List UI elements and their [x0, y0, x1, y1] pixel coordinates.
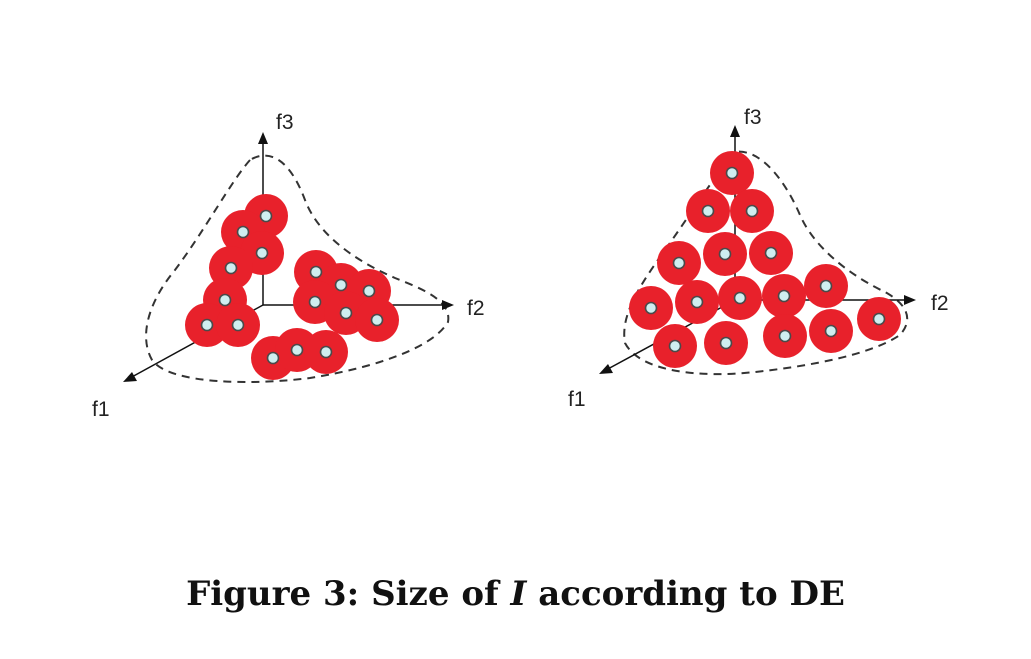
solution-center-dot [777, 289, 791, 303]
caption-prefix: Figure 3: Size of [186, 574, 511, 614]
solution-center-dot [672, 256, 686, 270]
f1-label: f1 [568, 388, 586, 411]
f1-label: f1 [92, 398, 110, 421]
solution-center-dot [319, 345, 333, 359]
solution-center-dot [290, 343, 304, 357]
f2-label: f2 [931, 292, 949, 315]
solution-center-dot [725, 166, 739, 180]
solution-center-dot [224, 261, 238, 275]
f3-label: f3 [744, 106, 762, 129]
solution-center-dot [231, 318, 245, 332]
solution-center-dot [690, 295, 704, 309]
diagram-left: f3 f2 f1 [92, 111, 485, 421]
f1-arrowhead [123, 372, 137, 382]
solution-center-dot [334, 278, 348, 292]
solution-center-dot [259, 209, 273, 223]
f1-arrowhead [599, 364, 613, 374]
solution-center-dot [644, 301, 658, 315]
solution-center-dot [819, 279, 833, 293]
solution-center-dot [668, 339, 682, 353]
solution-center-dot [745, 204, 759, 218]
f3-arrowhead [258, 132, 268, 144]
f2-arrowhead [442, 300, 454, 310]
figure-caption: Figure 3: Size of I according to DE [0, 574, 1031, 614]
solution-center-dot [733, 291, 747, 305]
f3-arrowhead [730, 125, 740, 137]
pareto-front-boundary [145, 154, 450, 384]
f2-arrowhead [904, 295, 916, 305]
solution-center-dot [362, 284, 376, 298]
solution-center-dot [718, 247, 732, 261]
solution-center-dot [778, 329, 792, 343]
caption-variable: I [510, 574, 527, 614]
caption-suffix: according to DE [526, 574, 845, 614]
solution-center-dot [872, 312, 886, 326]
solutions-group [185, 194, 399, 380]
solution-center-dot [236, 225, 250, 239]
solution-center-dot [266, 351, 280, 365]
solution-center-dot [339, 306, 353, 320]
f3-label: f3 [276, 111, 294, 134]
solution-center-dot [719, 336, 733, 350]
f2-label: f2 [467, 297, 485, 320]
solution-center-dot [308, 295, 322, 309]
solution-center-dot [218, 293, 232, 307]
diagram-right: f3 f2 f1 [568, 106, 949, 411]
solution-center-dot [370, 313, 384, 327]
solution-center-dot [701, 204, 715, 218]
solutions-group [629, 151, 901, 368]
solution-center-dot [764, 246, 778, 260]
solution-center-dot [824, 324, 838, 338]
solution-center-dot [309, 265, 323, 279]
solution-center-dot [200, 318, 214, 332]
solution-center-dot [255, 246, 269, 260]
